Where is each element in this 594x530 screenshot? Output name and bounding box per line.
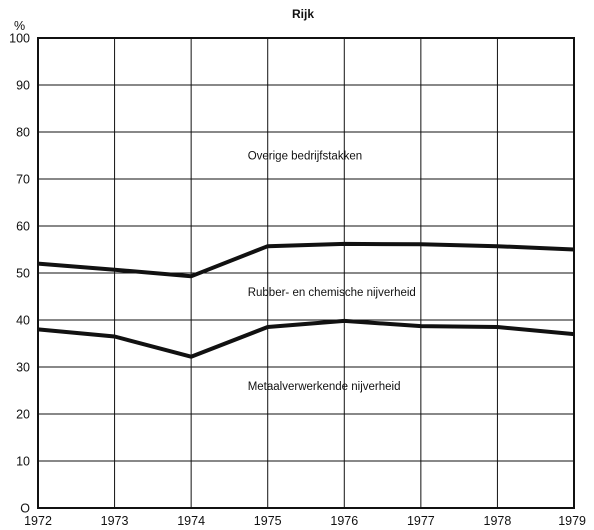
plot-frame: [37, 37, 575, 509]
y-tick-label: 70: [16, 173, 30, 187]
x-tick-label: 1973: [101, 514, 129, 528]
region-label: Metaalverwerkende nijverheid: [248, 381, 401, 393]
x-tick-label: 1972: [24, 514, 52, 528]
y-tick-label: 90: [16, 79, 30, 93]
x-tick-labels: 1972 1973 1974 1975 1976 1977 1978 1979: [24, 514, 586, 528]
region-label: Overige bedrijfstakken: [248, 151, 362, 163]
y-tick-label: 50: [16, 267, 30, 281]
x-tick-label: 1979: [558, 514, 586, 528]
grid: [37, 37, 575, 509]
y-tick-label: 20: [16, 408, 30, 422]
annotations: Overige bedrijfstakken Rubber- en chemisc…: [248, 151, 416, 393]
y-tick-label: 30: [16, 361, 30, 375]
y-tick-label: O: [20, 502, 30, 516]
y-tick-label: 10: [16, 455, 30, 469]
y-unit-label: %: [14, 19, 25, 33]
y-tick-labels: O 10 20 30 40 50 60 70 80 90 100: [9, 32, 30, 516]
series-line-2: [37, 318, 575, 359]
x-tick-label: 1976: [330, 514, 358, 528]
x-tick-label: 1974: [177, 514, 205, 528]
chart-title: Rijk: [292, 7, 314, 21]
y-tick-label: 40: [16, 314, 30, 328]
y-tick-label: 100: [9, 32, 30, 46]
x-tick-label: 1977: [407, 514, 435, 528]
series-lines: [37, 241, 575, 359]
y-tick-label: 80: [16, 126, 30, 140]
x-tick-label: 1978: [484, 514, 512, 528]
region-label: Rubber- en chemische nijverheid: [248, 287, 416, 299]
x-tick-label: 1975: [254, 514, 282, 528]
y-tick-label: 60: [16, 220, 30, 234]
series-line-1: [37, 241, 575, 279]
